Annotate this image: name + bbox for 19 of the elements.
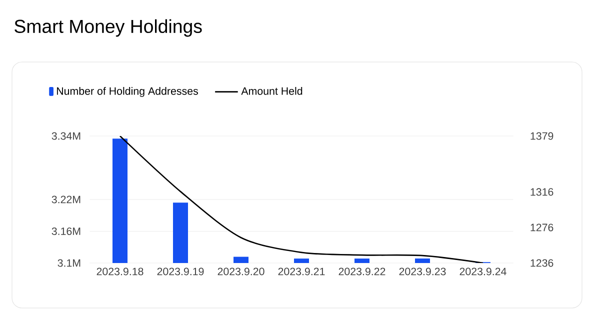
y2-tick-label: 1316 — [530, 188, 554, 196]
y2-tick-label: 1379 — [530, 132, 554, 140]
y-tick-label: 3.16M — [52, 227, 80, 236]
x-tick-label: 2023.9.22 — [338, 268, 386, 276]
y-tick-label: 3.1M — [58, 259, 80, 267]
x-tick-label: 2023.9.19 — [157, 268, 204, 276]
legend-label: Number of Holding Addresses — [57, 86, 198, 97]
y2-tick-label: 1236 — [530, 259, 554, 267]
x-tick-label: 2023.9.20 — [218, 268, 264, 276]
x-tick-label: 2023.9.21 — [278, 268, 325, 276]
x-tick-label: 2023.9.23 — [399, 268, 446, 276]
x-tick-label: 2023.9.18 — [96, 268, 144, 276]
legend-label: Amount Held — [241, 86, 302, 95]
chart-title: Smart Money Holdings — [14, 19, 202, 37]
x-tick-label: 2023.9.24 — [460, 268, 506, 276]
line-series — [119, 136, 484, 263]
y-tick-label: 3.22M — [52, 196, 80, 204]
y2-tick-label: 1276 — [530, 224, 554, 232]
y-tick-label: 3.34M — [52, 132, 80, 140]
